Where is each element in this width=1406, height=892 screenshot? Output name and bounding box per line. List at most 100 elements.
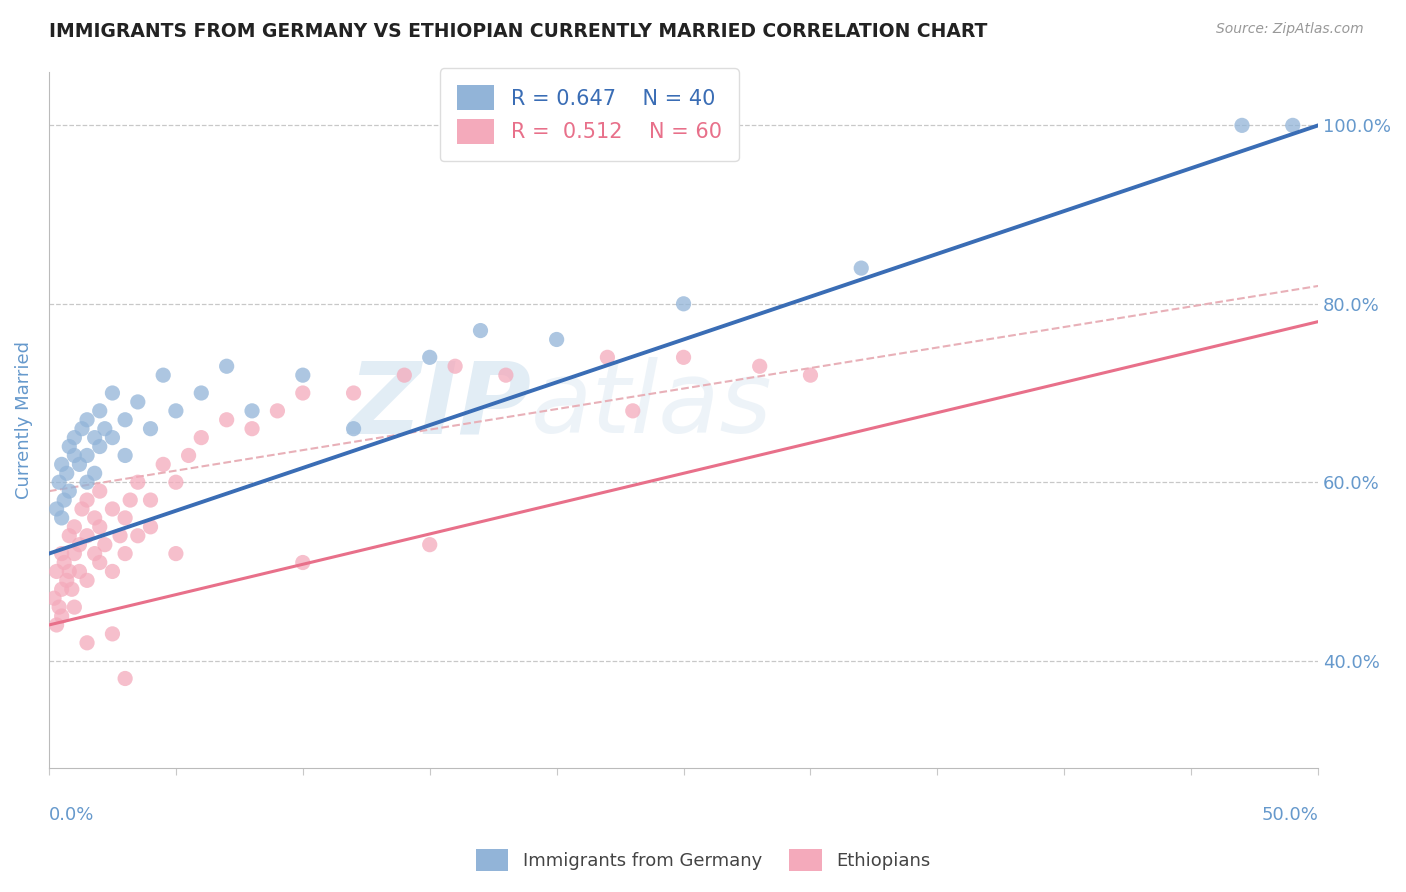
Point: [672, 297, 695, 311]
Text: 50.0%: 50.0%: [1261, 806, 1319, 824]
Point: [101, 386, 124, 401]
Point: [76, 636, 98, 650]
Point: [53, 493, 76, 508]
Y-axis label: Currently Married: Currently Married: [15, 341, 32, 499]
Point: [108, 529, 131, 543]
Point: [89, 404, 111, 418]
Point: [58, 484, 80, 499]
Point: [596, 351, 619, 365]
Point: [190, 386, 212, 401]
Point: [291, 386, 314, 401]
Point: [240, 404, 263, 418]
Point: [621, 404, 644, 418]
Point: [45, 565, 67, 579]
Point: [76, 574, 98, 588]
Text: IMMIGRANTS FROM GERMANY VS ETHIOPIAN CURRENTLY MARRIED CORRELATION CHART: IMMIGRANTS FROM GERMANY VS ETHIOPIAN CUR…: [49, 22, 987, 41]
Point: [58, 529, 80, 543]
Text: 0.0%: 0.0%: [49, 806, 94, 824]
Point: [672, 351, 695, 365]
Point: [748, 359, 770, 374]
Point: [67, 538, 90, 552]
Point: [139, 493, 162, 508]
Point: [45, 618, 67, 632]
Point: [51, 582, 73, 597]
Point: [139, 520, 162, 534]
Point: [127, 475, 149, 490]
Point: [89, 484, 111, 499]
Point: [76, 413, 98, 427]
Point: [63, 431, 86, 445]
Point: [55, 574, 77, 588]
Point: [114, 547, 136, 561]
Point: [60, 582, 83, 597]
Point: [83, 511, 105, 525]
Point: [851, 261, 873, 276]
Point: [419, 538, 441, 552]
Point: [51, 609, 73, 624]
Point: [127, 529, 149, 543]
Point: [152, 458, 174, 472]
Point: [48, 600, 70, 615]
Point: [76, 529, 98, 543]
Point: [76, 449, 98, 463]
Point: [114, 672, 136, 686]
Point: [419, 351, 441, 365]
Point: [342, 422, 364, 436]
Point: [55, 467, 77, 481]
Point: [63, 600, 86, 615]
Point: [94, 538, 117, 552]
Point: [58, 440, 80, 454]
Legend: R = 0.647    N = 40, R =  0.512    N = 60: R = 0.647 N = 40, R = 0.512 N = 60: [440, 69, 738, 161]
Point: [89, 556, 111, 570]
Point: [1281, 119, 1303, 133]
Point: [67, 458, 90, 472]
Point: [94, 422, 117, 436]
Point: [394, 368, 416, 383]
Point: [177, 449, 200, 463]
Point: [190, 431, 212, 445]
Point: [70, 502, 93, 516]
Point: [67, 565, 90, 579]
Point: [139, 422, 162, 436]
Point: [89, 440, 111, 454]
Point: [53, 556, 76, 570]
Point: [291, 556, 314, 570]
Text: atlas: atlas: [531, 358, 773, 454]
Point: [342, 386, 364, 401]
Point: [152, 368, 174, 383]
Point: [101, 627, 124, 641]
Point: [63, 520, 86, 534]
Point: [51, 511, 73, 525]
Legend: Immigrants from Germany, Ethiopians: Immigrants from Germany, Ethiopians: [468, 842, 938, 879]
Point: [89, 520, 111, 534]
Point: [215, 413, 238, 427]
Point: [76, 475, 98, 490]
Point: [101, 502, 124, 516]
Point: [101, 431, 124, 445]
Point: [51, 458, 73, 472]
Point: [444, 359, 467, 374]
Point: [165, 547, 187, 561]
Point: [45, 502, 67, 516]
Point: [42, 591, 65, 606]
Point: [266, 404, 288, 418]
Point: [63, 449, 86, 463]
Point: [51, 547, 73, 561]
Point: [120, 493, 142, 508]
Point: [83, 547, 105, 561]
Point: [83, 431, 105, 445]
Point: [165, 404, 187, 418]
Point: [291, 368, 314, 383]
Point: [240, 422, 263, 436]
Point: [215, 359, 238, 374]
Point: [63, 547, 86, 561]
Point: [165, 475, 187, 490]
Text: Source: ZipAtlas.com: Source: ZipAtlas.com: [1216, 22, 1364, 37]
Point: [127, 395, 149, 409]
Text: ZIP: ZIP: [349, 358, 531, 454]
Point: [83, 467, 105, 481]
Point: [76, 493, 98, 508]
Point: [114, 449, 136, 463]
Point: [101, 565, 124, 579]
Point: [58, 565, 80, 579]
